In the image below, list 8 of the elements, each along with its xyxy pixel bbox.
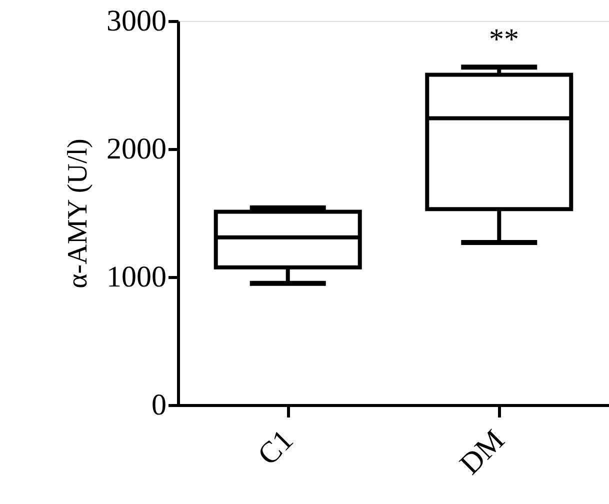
x-tick-label: C1 — [252, 423, 300, 472]
y-tick-label: 2000 — [106, 132, 166, 166]
y-tick-label: 1000 — [106, 260, 166, 294]
annotation: ** — [489, 23, 519, 56]
y-axis-title: α-AMY (U/l) — [62, 138, 94, 288]
x-tick-label: DM — [453, 423, 511, 481]
y-tick-label: 3000 — [106, 4, 166, 38]
y-tick-label: 0 — [152, 388, 166, 422]
